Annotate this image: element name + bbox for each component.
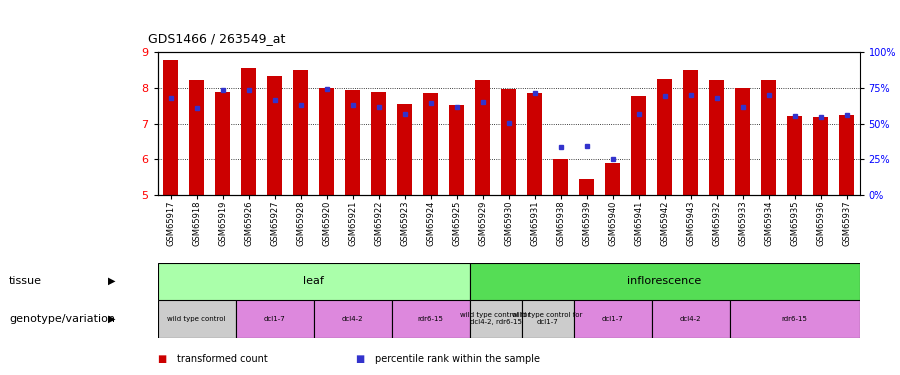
Bar	[470, 300, 521, 338]
Text: inflorescence: inflorescence	[627, 276, 702, 286]
Text: dcl4-2: dcl4-2	[342, 316, 364, 322]
Bar	[392, 300, 470, 338]
Bar	[475, 80, 490, 195]
Bar	[470, 262, 860, 300]
Bar	[449, 105, 464, 195]
Bar	[267, 76, 282, 195]
Bar	[573, 300, 652, 338]
Text: wild type control for
dcl1-7: wild type control for dcl1-7	[512, 312, 582, 325]
Bar	[788, 116, 802, 195]
Bar	[320, 88, 334, 195]
Text: leaf: leaf	[303, 276, 324, 286]
Bar	[527, 93, 542, 195]
Bar	[840, 115, 854, 195]
Bar	[236, 300, 313, 338]
Text: genotype/variation: genotype/variation	[9, 314, 115, 324]
Bar	[398, 104, 411, 195]
Bar	[735, 88, 750, 195]
Text: rdr6-15: rdr6-15	[418, 316, 444, 322]
Text: wild type control: wild type control	[167, 316, 226, 322]
Bar	[657, 79, 671, 195]
Text: dcl1-7: dcl1-7	[264, 316, 285, 322]
Bar	[346, 90, 360, 195]
Bar	[761, 80, 776, 195]
Bar	[683, 70, 698, 195]
Text: tissue: tissue	[9, 276, 42, 286]
Bar	[814, 117, 828, 195]
Bar	[652, 300, 730, 338]
Text: ■: ■	[356, 354, 364, 364]
Text: dcl1-7: dcl1-7	[601, 316, 624, 322]
Bar	[215, 92, 230, 195]
Text: GDS1466 / 263549_at: GDS1466 / 263549_at	[148, 32, 286, 45]
Bar	[580, 179, 594, 195]
Text: ■: ■	[158, 354, 166, 364]
Bar	[189, 80, 203, 195]
Bar	[521, 300, 573, 338]
Bar	[709, 80, 724, 195]
Bar	[730, 300, 860, 338]
Bar	[293, 70, 308, 195]
Text: transformed count: transformed count	[177, 354, 268, 364]
Bar	[554, 159, 568, 195]
Text: dcl4-2: dcl4-2	[680, 316, 701, 322]
Bar	[241, 68, 256, 195]
Bar	[313, 300, 392, 338]
Bar	[164, 60, 177, 195]
Text: ▶: ▶	[108, 314, 115, 324]
Text: wild type control for
dcl4-2, rdr6-15: wild type control for dcl4-2, rdr6-15	[460, 312, 531, 325]
Bar	[372, 92, 386, 195]
Bar	[423, 93, 437, 195]
Bar	[158, 262, 470, 300]
Text: rdr6-15: rdr6-15	[781, 316, 807, 322]
Text: ▶: ▶	[108, 276, 115, 286]
Bar	[158, 300, 236, 338]
Bar	[501, 89, 516, 195]
Text: percentile rank within the sample: percentile rank within the sample	[375, 354, 540, 364]
Bar	[632, 96, 645, 195]
Bar	[606, 163, 620, 195]
